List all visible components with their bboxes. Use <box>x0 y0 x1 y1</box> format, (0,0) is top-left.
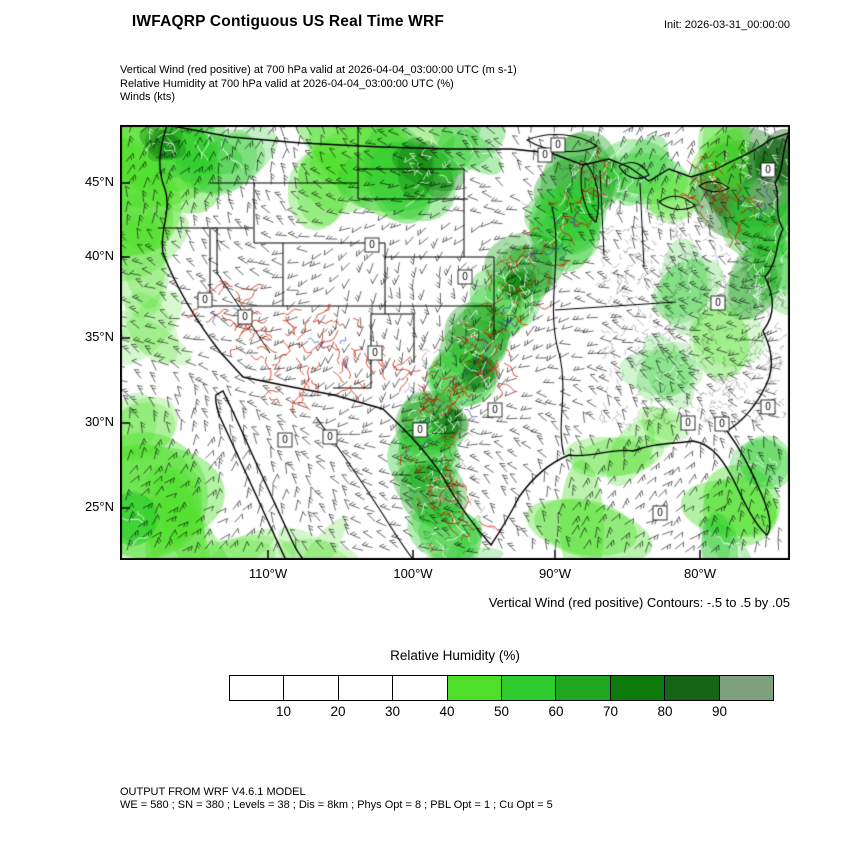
legend-color-cell <box>338 676 394 700</box>
footer-notes: OUTPUT FROM WRF V4.6.1 MODEL WE = 580 ; … <box>120 786 553 812</box>
lon-axis-label: 110°W <box>248 566 288 581</box>
legend-color-cell <box>230 676 285 700</box>
legend-color-cell <box>502 676 557 700</box>
lat-axis-label: 30°N <box>84 414 114 429</box>
subtitle-line-winds: Winds (kts) <box>120 91 175 103</box>
footer-model-config: WE = 580 ; SN = 380 ; Levels = 38 ; Dis … <box>120 799 553 811</box>
legend-tick-label: 70 <box>602 704 619 719</box>
legend-color-cell <box>610 676 666 700</box>
subtitle-line-vertical-wind: Vertical Wind (red positive) at 700 hPa … <box>120 64 517 76</box>
lon-axis-label: 100°W <box>393 566 433 581</box>
legend-tick-label: 80 <box>657 704 673 719</box>
plot-title: IWFAQRP Contiguous US Real Time WRF <box>131 13 445 30</box>
weather-map-canvas <box>120 125 790 560</box>
lat-axis-label: 35°N <box>84 329 114 344</box>
legend-tick-label: 90 <box>711 704 728 719</box>
legend-tick-label: 30 <box>384 704 401 719</box>
legend-color-cell <box>393 676 448 700</box>
legend-colorbar <box>229 675 774 701</box>
plot-subtitle: Vertical Wind (red positive) at 700 hPa … <box>120 64 517 105</box>
legend-tick-label: 50 <box>493 704 510 719</box>
init-time-label: Init: 2026-03-31_00:00:00 <box>664 19 790 31</box>
lon-axis-label: 80°W <box>684 566 716 581</box>
lat-axis-label: 45°N <box>84 174 114 189</box>
legend-color-cell <box>284 676 339 700</box>
map-area <box>120 125 790 560</box>
lon-axis-label: 90°W <box>539 566 571 581</box>
legend-color-cell <box>447 676 503 700</box>
legend-tick-label: 60 <box>548 704 564 719</box>
contour-caption: Vertical Wind (red positive) Contours: -… <box>488 595 790 610</box>
legend-title: Relative Humidity (%) <box>390 648 520 663</box>
legend-tick-label: 20 <box>330 704 346 719</box>
legend-tick-label: 10 <box>275 704 292 719</box>
lat-axis-label: 25°N <box>84 499 114 514</box>
lat-axis-label: 40°N <box>84 248 114 263</box>
legend-color-cell <box>665 676 720 700</box>
legend-tick-row: 10 20 30 40 50 60 70 80 90 <box>229 704 774 722</box>
subtitle-line-relative-humidity: Relative Humidity at 700 hPa valid at 20… <box>120 77 454 90</box>
legend-color-cell <box>719 676 774 700</box>
footer-model-version: OUTPUT FROM WRF V4.6.1 MODEL <box>120 786 306 798</box>
legend-tick-label: 40 <box>439 704 455 719</box>
legend-color-cell <box>556 676 611 700</box>
